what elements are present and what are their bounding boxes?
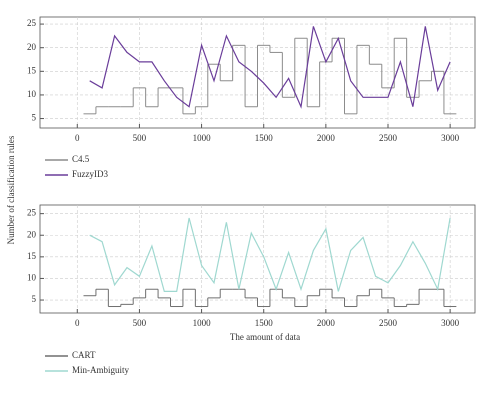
legend-label: C4.5 [72, 154, 90, 164]
y-tick-label: 20 [27, 229, 37, 239]
y-tick-label: 10 [27, 89, 37, 99]
legend-label: FuzzyID3 [72, 169, 108, 179]
x-axis-label: The amount of data [230, 332, 300, 342]
x-tick-label: 2500 [379, 318, 398, 328]
x-tick-label: 3000 [441, 133, 460, 143]
y-tick-label: 15 [27, 251, 37, 261]
x-tick-label: 3000 [441, 318, 460, 328]
y-tick-label: 5 [32, 294, 37, 304]
x-tick-label: 2000 [317, 133, 336, 143]
x-tick-label: 500 [133, 133, 147, 143]
series-line [89, 26, 451, 109]
x-tick-label: 500 [133, 318, 147, 328]
x-tick-label: 2500 [379, 133, 398, 143]
x-tick-label: 1500 [255, 318, 274, 328]
legend-label: CART [72, 350, 96, 360]
y-tick-label: 5 [32, 113, 37, 123]
x-tick-label: 2000 [317, 318, 336, 328]
x-tick-label: 0 [75, 133, 80, 143]
y-tick-label: 20 [27, 42, 37, 52]
legend-label: Min-Ambiguity [72, 365, 130, 375]
x-tick-label: 0 [75, 318, 80, 328]
x-tick-label: 1000 [193, 318, 212, 328]
x-tick-label: 1500 [255, 133, 274, 143]
y-axis-label: Number of classification rules [6, 135, 16, 244]
y-tick-label: 15 [27, 65, 37, 75]
y-tick-label: 10 [27, 273, 37, 283]
y-tick-label: 25 [27, 18, 37, 28]
y-tick-label: 25 [27, 208, 37, 218]
series-line [89, 217, 451, 292]
x-tick-label: 1000 [193, 133, 212, 143]
plot-area [39, 204, 476, 314]
